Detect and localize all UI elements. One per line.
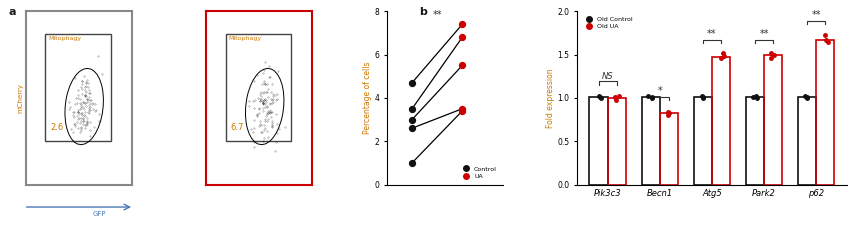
Text: **: ** — [433, 10, 442, 20]
Point — [455, 64, 469, 67]
Bar — [764, 55, 782, 184]
Y-axis label: mCherry: mCherry — [17, 83, 23, 113]
Legend: Control, UA: Control, UA — [457, 164, 499, 181]
Text: **: ** — [707, 29, 716, 39]
Point — [405, 81, 419, 85]
Point — [405, 161, 419, 165]
Bar — [712, 57, 730, 184]
Text: b: b — [419, 7, 427, 17]
Bar — [694, 97, 712, 184]
Text: GFP: GFP — [92, 211, 106, 217]
Point — [455, 107, 469, 110]
Text: Mitophagy: Mitophagy — [48, 36, 81, 41]
Point — [455, 36, 469, 39]
Text: Mitophagy: Mitophagy — [229, 36, 262, 41]
Bar — [816, 40, 835, 184]
Text: NS: NS — [602, 72, 613, 81]
Text: a: a — [9, 7, 16, 17]
Legend: Old Control, Old UA: Old Control, Old UA — [581, 14, 635, 32]
Bar — [642, 97, 660, 184]
Y-axis label: Fold expression: Fold expression — [545, 68, 555, 128]
Point — [455, 22, 469, 26]
Bar — [607, 98, 626, 184]
Point — [405, 118, 419, 121]
Text: 6.7: 6.7 — [231, 123, 245, 132]
Bar — [660, 113, 678, 184]
Point — [405, 107, 419, 110]
Text: *: * — [658, 86, 662, 96]
Point — [455, 109, 469, 113]
Bar — [746, 97, 764, 184]
Text: **: ** — [811, 10, 821, 20]
Point — [405, 126, 419, 130]
Bar — [798, 97, 816, 184]
Bar — [589, 97, 607, 184]
Text: **: ** — [759, 29, 769, 39]
Y-axis label: Percentage of cells: Percentage of cells — [363, 62, 372, 134]
Text: 2.6: 2.6 — [50, 123, 64, 132]
